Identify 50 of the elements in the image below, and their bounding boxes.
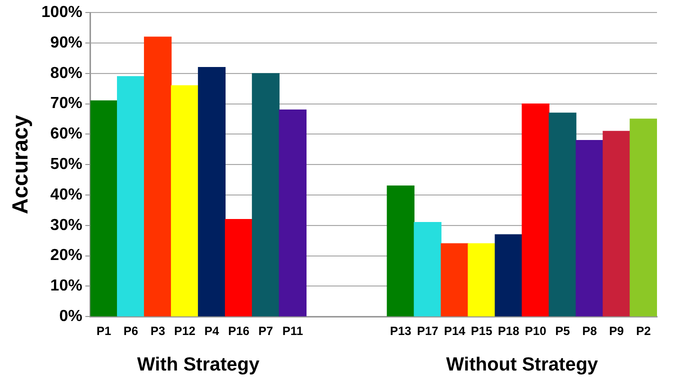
x-tick-label: P8 bbox=[582, 324, 598, 338]
y-tick-label: 90% bbox=[50, 34, 82, 52]
x-tick-label: P16 bbox=[228, 324, 250, 338]
bar bbox=[198, 66, 226, 316]
bar bbox=[494, 234, 522, 316]
y-tick-label: 20% bbox=[50, 247, 82, 264]
bar bbox=[414, 222, 442, 316]
y-tick-label: 100% bbox=[41, 4, 82, 22]
bar bbox=[522, 103, 550, 316]
x-tick-label: P15 bbox=[470, 324, 493, 338]
y-tick-label: 10% bbox=[50, 278, 82, 295]
bar bbox=[144, 36, 172, 316]
bar bbox=[170, 85, 199, 316]
bar bbox=[386, 186, 414, 316]
x-tick-label: P14 bbox=[444, 324, 466, 338]
bar bbox=[602, 130, 630, 316]
x-tick-label: P18 bbox=[498, 324, 520, 338]
x-tick-label: P5 bbox=[555, 324, 570, 338]
y-tick-label: 70% bbox=[50, 95, 82, 112]
bar bbox=[548, 112, 576, 316]
x-tick-label: P6 bbox=[123, 324, 138, 338]
x-tick-label: P4 bbox=[204, 324, 220, 338]
bar bbox=[224, 218, 253, 316]
text: Without Strategy bbox=[446, 354, 598, 376]
y-tick-label: 50% bbox=[50, 156, 82, 174]
bar bbox=[252, 73, 280, 316]
x-tick-label: P3 bbox=[150, 324, 166, 338]
x-tick-label: P10 bbox=[524, 324, 547, 338]
x-tick-label: P11 bbox=[282, 324, 304, 338]
x-tick-label: P17 bbox=[416, 324, 439, 338]
y-tick-label: 30% bbox=[50, 216, 82, 234]
x-tick-label: P13 bbox=[390, 324, 412, 338]
x-tick-label: P1 bbox=[96, 324, 112, 338]
text: With Strategy bbox=[137, 354, 260, 376]
y-tick-label: 80% bbox=[50, 64, 82, 82]
bar bbox=[116, 76, 145, 316]
x-tick-label: P7 bbox=[258, 324, 274, 338]
bar bbox=[576, 140, 604, 316]
x-tick-label: P12 bbox=[174, 324, 196, 338]
y-tick-label: 0% bbox=[59, 308, 82, 326]
y-tick-label: 40% bbox=[50, 186, 82, 204]
bar bbox=[468, 243, 496, 316]
bar bbox=[630, 118, 657, 316]
y-tick-label: 60% bbox=[50, 126, 82, 143]
bar bbox=[90, 100, 118, 316]
bar bbox=[440, 243, 468, 316]
bar bbox=[278, 110, 307, 316]
x-tick-label: P2 bbox=[636, 324, 652, 338]
y-axis-title: Accuracy bbox=[7, 114, 32, 214]
x-tick-label: P9 bbox=[609, 324, 624, 338]
